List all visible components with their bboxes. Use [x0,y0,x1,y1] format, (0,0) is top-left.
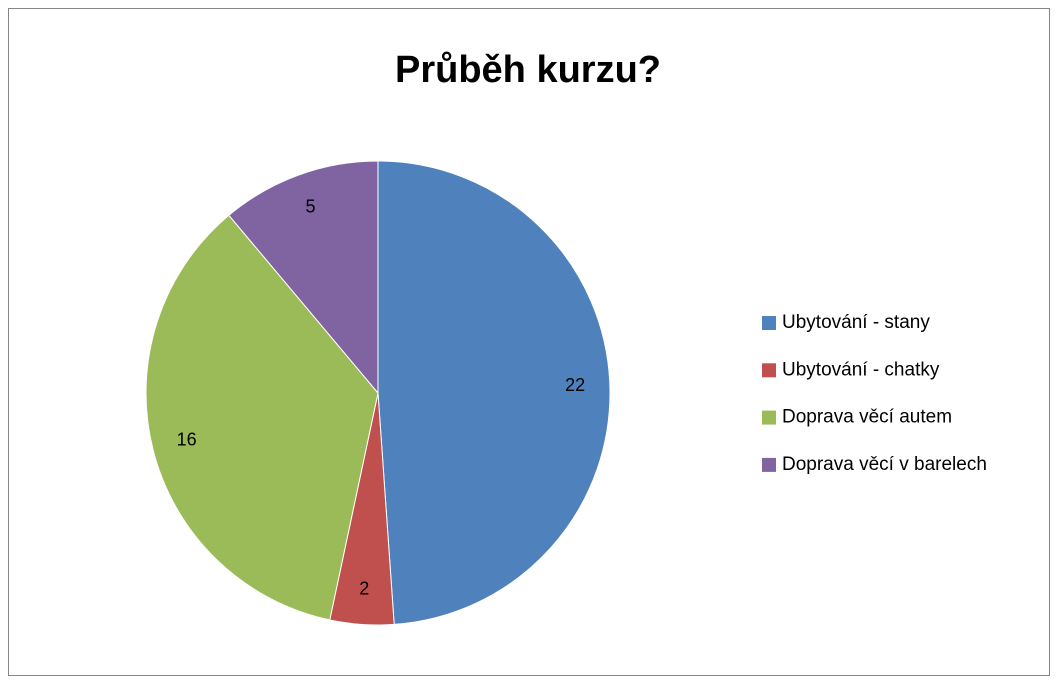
data-label: 5 [306,196,316,216]
pie-slice [145,214,379,621]
pie-slice [377,160,611,625]
legend-label: Doprava věcí v barelech [782,454,987,475]
legend-label: Doprava věcí autem [782,407,952,428]
data-label: 16 [177,429,197,449]
chart-title: Průběh kurzu? [395,49,661,91]
legend-swatch [762,457,776,472]
data-label: 22 [565,375,585,395]
data-label: 2 [359,578,369,598]
legend-label: Ubytování - chatky [782,359,940,380]
pie-slice [228,160,379,395]
legend-swatch [762,316,776,330]
legend-label: Ubytování - stany [782,312,930,333]
legend-swatch [762,410,776,425]
legend-swatch [762,363,776,378]
